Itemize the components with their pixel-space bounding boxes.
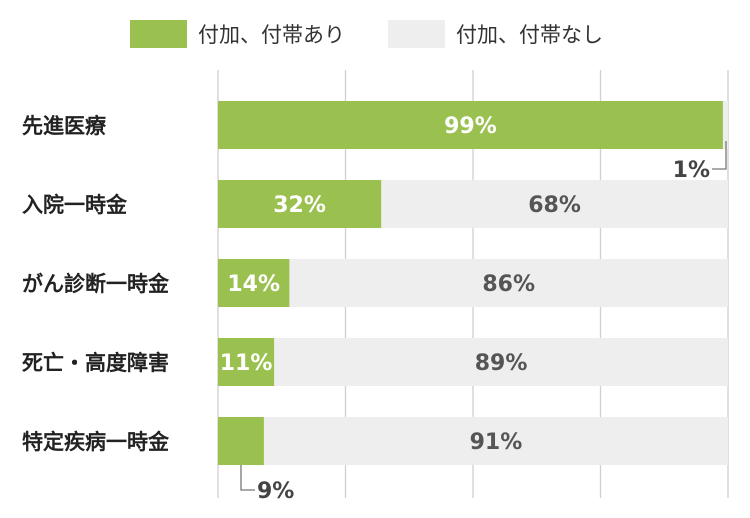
category-label: がん診断一時金 — [22, 272, 170, 296]
value-label-with: 11% — [220, 351, 273, 376]
bar-without — [289, 259, 728, 307]
category-label: 特定疾病一時金 — [22, 430, 170, 454]
legend: 付加、付帯あり 付加、付帯なし — [130, 20, 603, 48]
bar-without — [381, 180, 728, 228]
legend-label-without: 付加、付帯なし — [456, 23, 603, 47]
bar-without — [722, 101, 728, 149]
category-label: 先進医療 — [22, 114, 107, 138]
value-label-without: 89% — [475, 351, 528, 376]
value-label-with: 99% — [444, 114, 497, 139]
bar-with — [218, 180, 382, 228]
bar-without — [274, 338, 728, 386]
bar-with — [218, 101, 723, 149]
value-label-with: 32% — [273, 193, 326, 218]
category-label: 入院一時金 — [22, 193, 128, 217]
bar-with — [218, 417, 264, 465]
bar-without — [263, 417, 728, 465]
value-label-without: 68% — [528, 193, 581, 218]
category-label: 死亡・高度障害 — [22, 351, 169, 375]
value-label-without: 91% — [470, 430, 523, 455]
callout-line-with — [240, 465, 255, 491]
callout-line-without — [712, 141, 727, 170]
bar-with — [218, 259, 290, 307]
legend-swatch-without — [388, 20, 445, 48]
value-label-without: 1% — [673, 158, 710, 183]
legend-swatch-with — [130, 20, 187, 48]
bar-with — [218, 338, 275, 386]
value-label-without: 86% — [482, 272, 535, 297]
value-label-with: 14% — [227, 272, 280, 297]
legend-label-with: 付加、付帯あり — [198, 23, 345, 47]
value-label-with: 9% — [257, 479, 294, 504]
bars: 99% 1% 32% 68% 14% 86% 11% 89% 9% 91% — [218, 101, 728, 504]
